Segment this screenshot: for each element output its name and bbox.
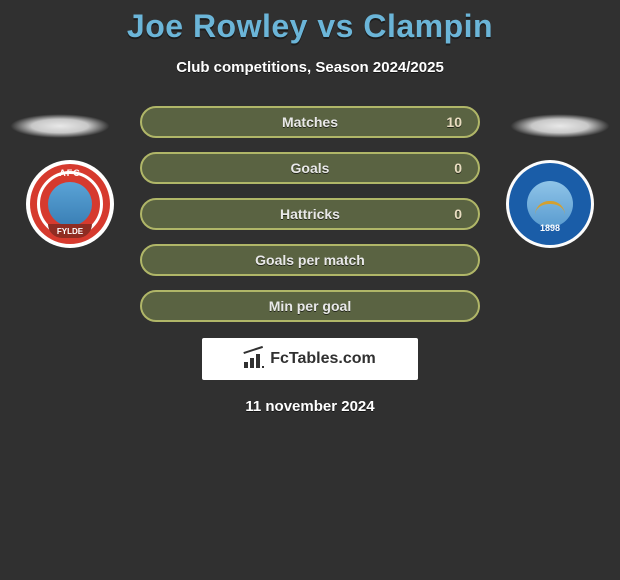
afc-fylde-badge: AFC FYLDE xyxy=(26,160,114,248)
stat-row-goals-per-match: Goals per match xyxy=(140,244,480,276)
badge-left-top-text: AFC xyxy=(59,168,81,178)
badge-left-bottom-text: FYLDE xyxy=(48,224,92,238)
logo-text: FcTables.com xyxy=(270,350,376,368)
header: Joe Rowley vs Clampin Club competitions,… xyxy=(0,0,620,76)
stat-label: Matches xyxy=(282,114,338,130)
badge-shadow-right xyxy=(510,114,610,138)
stat-label: Hattricks xyxy=(280,206,340,222)
page-title: Joe Rowley vs Clampin xyxy=(0,8,620,45)
stat-label: Goals xyxy=(291,160,330,176)
stats-list: Matches 10 Goals 0 Hattricks 0 Goals per… xyxy=(140,106,480,322)
fctables-logo[interactable]: FcTables.com xyxy=(202,338,418,380)
braintree-town-badge: 1898 xyxy=(506,160,594,248)
stat-row-goals: Goals 0 xyxy=(140,152,480,184)
stat-label: Min per goal xyxy=(269,298,351,314)
content: AFC FYLDE 1898 Matches 10 Goals 0 Hattri… xyxy=(0,106,620,415)
stat-value: 10 xyxy=(446,114,462,130)
date-text: 11 november 2024 xyxy=(0,398,620,415)
stat-row-min-per-goal: Min per goal xyxy=(140,290,480,322)
chart-icon xyxy=(244,350,264,368)
stat-value: 0 xyxy=(454,160,462,176)
stat-row-hattricks: Hattricks 0 xyxy=(140,198,480,230)
stat-label: Goals per match xyxy=(255,252,365,268)
stat-row-matches: Matches 10 xyxy=(140,106,480,138)
subtitle: Club competitions, Season 2024/2025 xyxy=(0,59,620,76)
badge-shadow-left xyxy=(10,114,110,138)
stat-value: 0 xyxy=(454,206,462,222)
badge-right-year: 1898 xyxy=(509,223,591,233)
